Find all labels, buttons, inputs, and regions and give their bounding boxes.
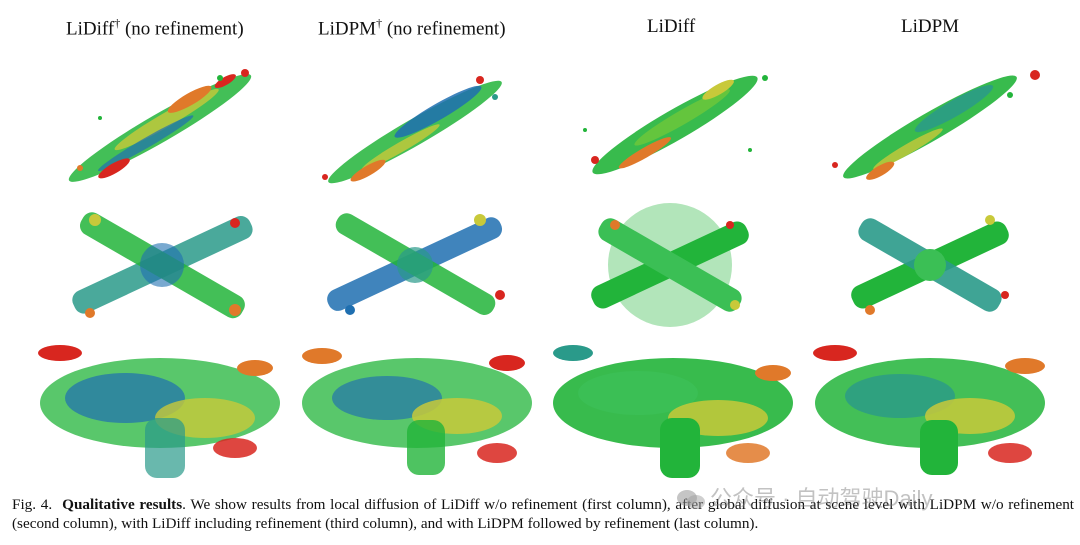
pointcloud-r1-c2 — [295, 62, 535, 197]
column-note: (no refinement) — [124, 18, 244, 40]
figure-label: Fig. 4. — [12, 496, 53, 513]
column-title: LiDPM — [901, 16, 960, 37]
pointcloud-r2-c1 — [55, 195, 270, 335]
pointcloud-r2-c2 — [305, 195, 525, 335]
watermark-text: 公众号 · 自动驾驶Daily — [710, 486, 933, 511]
pointcloud-r2-c3 — [570, 195, 770, 335]
column-title: LiDPM — [318, 18, 377, 40]
pointcloud-r1-c4 — [810, 55, 1055, 195]
column-header-1: LiDiff† (no refinement) — [66, 16, 244, 40]
column-header-3: LiDiff — [647, 16, 695, 38]
pointcloud-r3-c4 — [805, 338, 1055, 483]
column-header-2: LiDPM† (no refinement) — [318, 16, 506, 40]
caption-text: . We show results from local diffusion o… — [12, 496, 1075, 532]
figure-caption: Fig. 4. Qualitative results. We show resu… — [12, 495, 1074, 533]
pointcloud-r2-c4 — [835, 195, 1025, 335]
pointcloud-r3-c1 — [35, 338, 285, 483]
pointcloud-r3-c3 — [548, 338, 798, 483]
dagger: † — [114, 16, 121, 30]
caption-bold: Qualitative results — [62, 496, 183, 513]
watermark: 公众号 · 自动驾驶Daily — [676, 481, 932, 513]
pointcloud-r1-c3 — [555, 50, 795, 195]
dagger: † — [376, 16, 383, 30]
wechat-icon — [677, 490, 705, 510]
column-title: LiDiff — [647, 16, 696, 37]
pointcloud-r3-c2 — [292, 338, 542, 483]
column-header-4: LiDPM — [901, 16, 959, 38]
column-title: LiDiff — [66, 18, 115, 40]
pointcloud-r1-c1 — [40, 48, 280, 198]
column-note: (no refinement) — [386, 18, 506, 40]
